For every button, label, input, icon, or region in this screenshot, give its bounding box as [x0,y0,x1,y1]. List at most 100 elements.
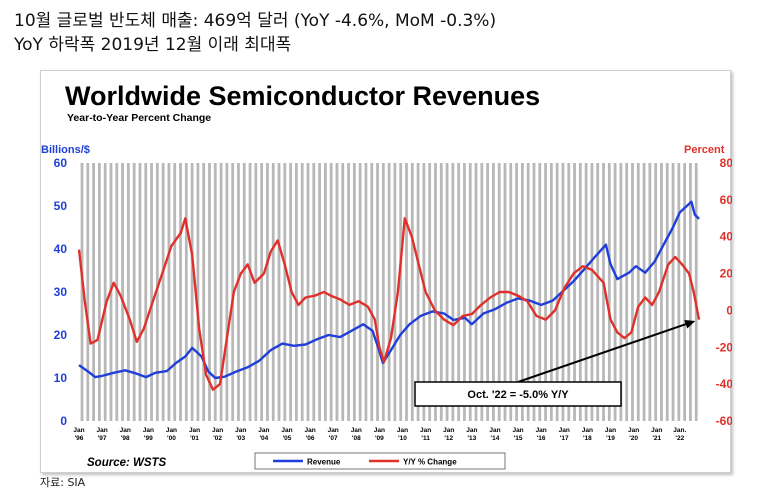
background-bars [80,163,698,421]
x-tick-label-month: Jan [466,427,477,434]
background-bar [590,163,594,421]
background-bar [266,163,269,421]
background-bar [393,163,397,421]
background-bar [602,163,605,421]
background-bar [521,163,524,421]
background-bar [457,163,461,421]
x-tick-label-year: '15 [514,435,523,442]
background-bar [242,163,246,421]
x-tick-label-month: Jan [212,427,223,434]
background-bar [405,163,408,421]
background-bar [306,163,310,421]
left-axis-label: Billions/$ [41,144,90,156]
background-bar [549,163,553,421]
background-bar [173,163,177,421]
background-bar [694,163,698,421]
background-bar [399,163,403,421]
background-bar [689,163,692,421]
revenue-line [78,200,700,380]
background-bar [613,163,617,421]
background-bar [213,163,217,421]
background-bar [347,163,350,421]
background-bar [434,163,437,421]
background-bar [665,163,669,421]
background-bar [138,163,142,421]
background-bar [271,163,275,421]
background-bar [80,163,84,421]
x-tick-label-year: '16 [537,435,546,442]
background-bar [683,163,687,421]
background-bar [248,163,252,421]
x-tick-label-month: Jan [120,427,131,434]
annotation-arrow-head [684,319,696,329]
background-bar [376,163,379,421]
right-tick-label: 0 [726,303,732,317]
background-bar [277,163,281,421]
background-bar [103,163,107,421]
x-tick-label-year: '19 [606,435,615,442]
headline-line2: YoY 하락폭 2019년 12월 이래 최대폭 [14,35,292,55]
background-bar [486,163,490,421]
x-tick-label-month: Jan [559,427,570,434]
background-bar [422,163,426,421]
x-tick-label-month: Jan [73,427,84,434]
x-tick-label-month: Jan [281,427,292,434]
right-tick-label: 40 [720,230,732,244]
background-bar [300,163,304,421]
right-tick-label: 60 [720,193,732,207]
background-bar [625,163,629,421]
background-bar [555,163,559,421]
left-tick-label: 30 [54,285,68,299]
x-tick-label-year: '17 [560,435,569,442]
x-tick-label-year: '21 [652,435,661,442]
background-bar [237,163,240,421]
annotation-arrow [517,322,689,383]
x-tick-label-year: '99 [144,435,153,442]
x-axis-ticks: Jan'96Jan'97Jan'98Jan'99Jan'00Jan'01Jan'… [73,427,686,442]
background-bar [538,163,542,421]
background-bar [636,163,640,421]
x-tick-label-year: '18 [583,435,592,442]
x-tick-label-year: '03 [236,435,245,442]
background-bar [463,163,466,421]
legend-label-revenue: Revenue [307,458,341,467]
left-tick-label: 50 [54,199,68,213]
left-tick-label: 40 [54,242,68,256]
right-axis-label: Percent [684,144,725,156]
x-tick-label-year: '06 [306,435,315,442]
background-bar [219,163,223,421]
background-bar [260,163,264,421]
background-bar [654,163,658,421]
background-bar [115,163,119,421]
background-bar [578,163,582,421]
x-tick-label-month: Jan [328,427,339,434]
x-tick-label-year: '97 [98,435,107,442]
chart-title: Worldwide Semiconductor Revenues [65,81,540,111]
x-tick-label-month: Jan [143,427,154,434]
x-tick-label-month: Jan [512,427,523,434]
background-bar [416,163,420,421]
x-tick-label-month: Jan [258,427,269,434]
background-bar [161,163,165,421]
x-tick-label-year: '98 [121,435,130,442]
legend: Revenue Y/Y % Change [254,452,506,470]
left-tick-label: 60 [54,156,68,170]
background-bar [439,163,443,421]
background-bar [208,163,211,421]
x-tick-label-year: '01 [190,435,199,442]
x-tick-label-month: Jan [651,427,662,434]
right-tick-label: 80 [720,156,732,170]
background-bar [660,163,663,421]
x-tick-label-month: Jan [97,427,108,434]
background-bar [492,163,495,421]
background-bar [671,163,675,421]
annotation-box [414,381,622,407]
x-tick-label-year: '11 [421,435,430,442]
background-bar [642,163,646,421]
background-bar [341,163,345,421]
background-bar [190,163,194,421]
x-tick-label-year: '09 [375,435,384,442]
background-bar [86,163,90,421]
x-tick-label-year: '07 [329,435,338,442]
